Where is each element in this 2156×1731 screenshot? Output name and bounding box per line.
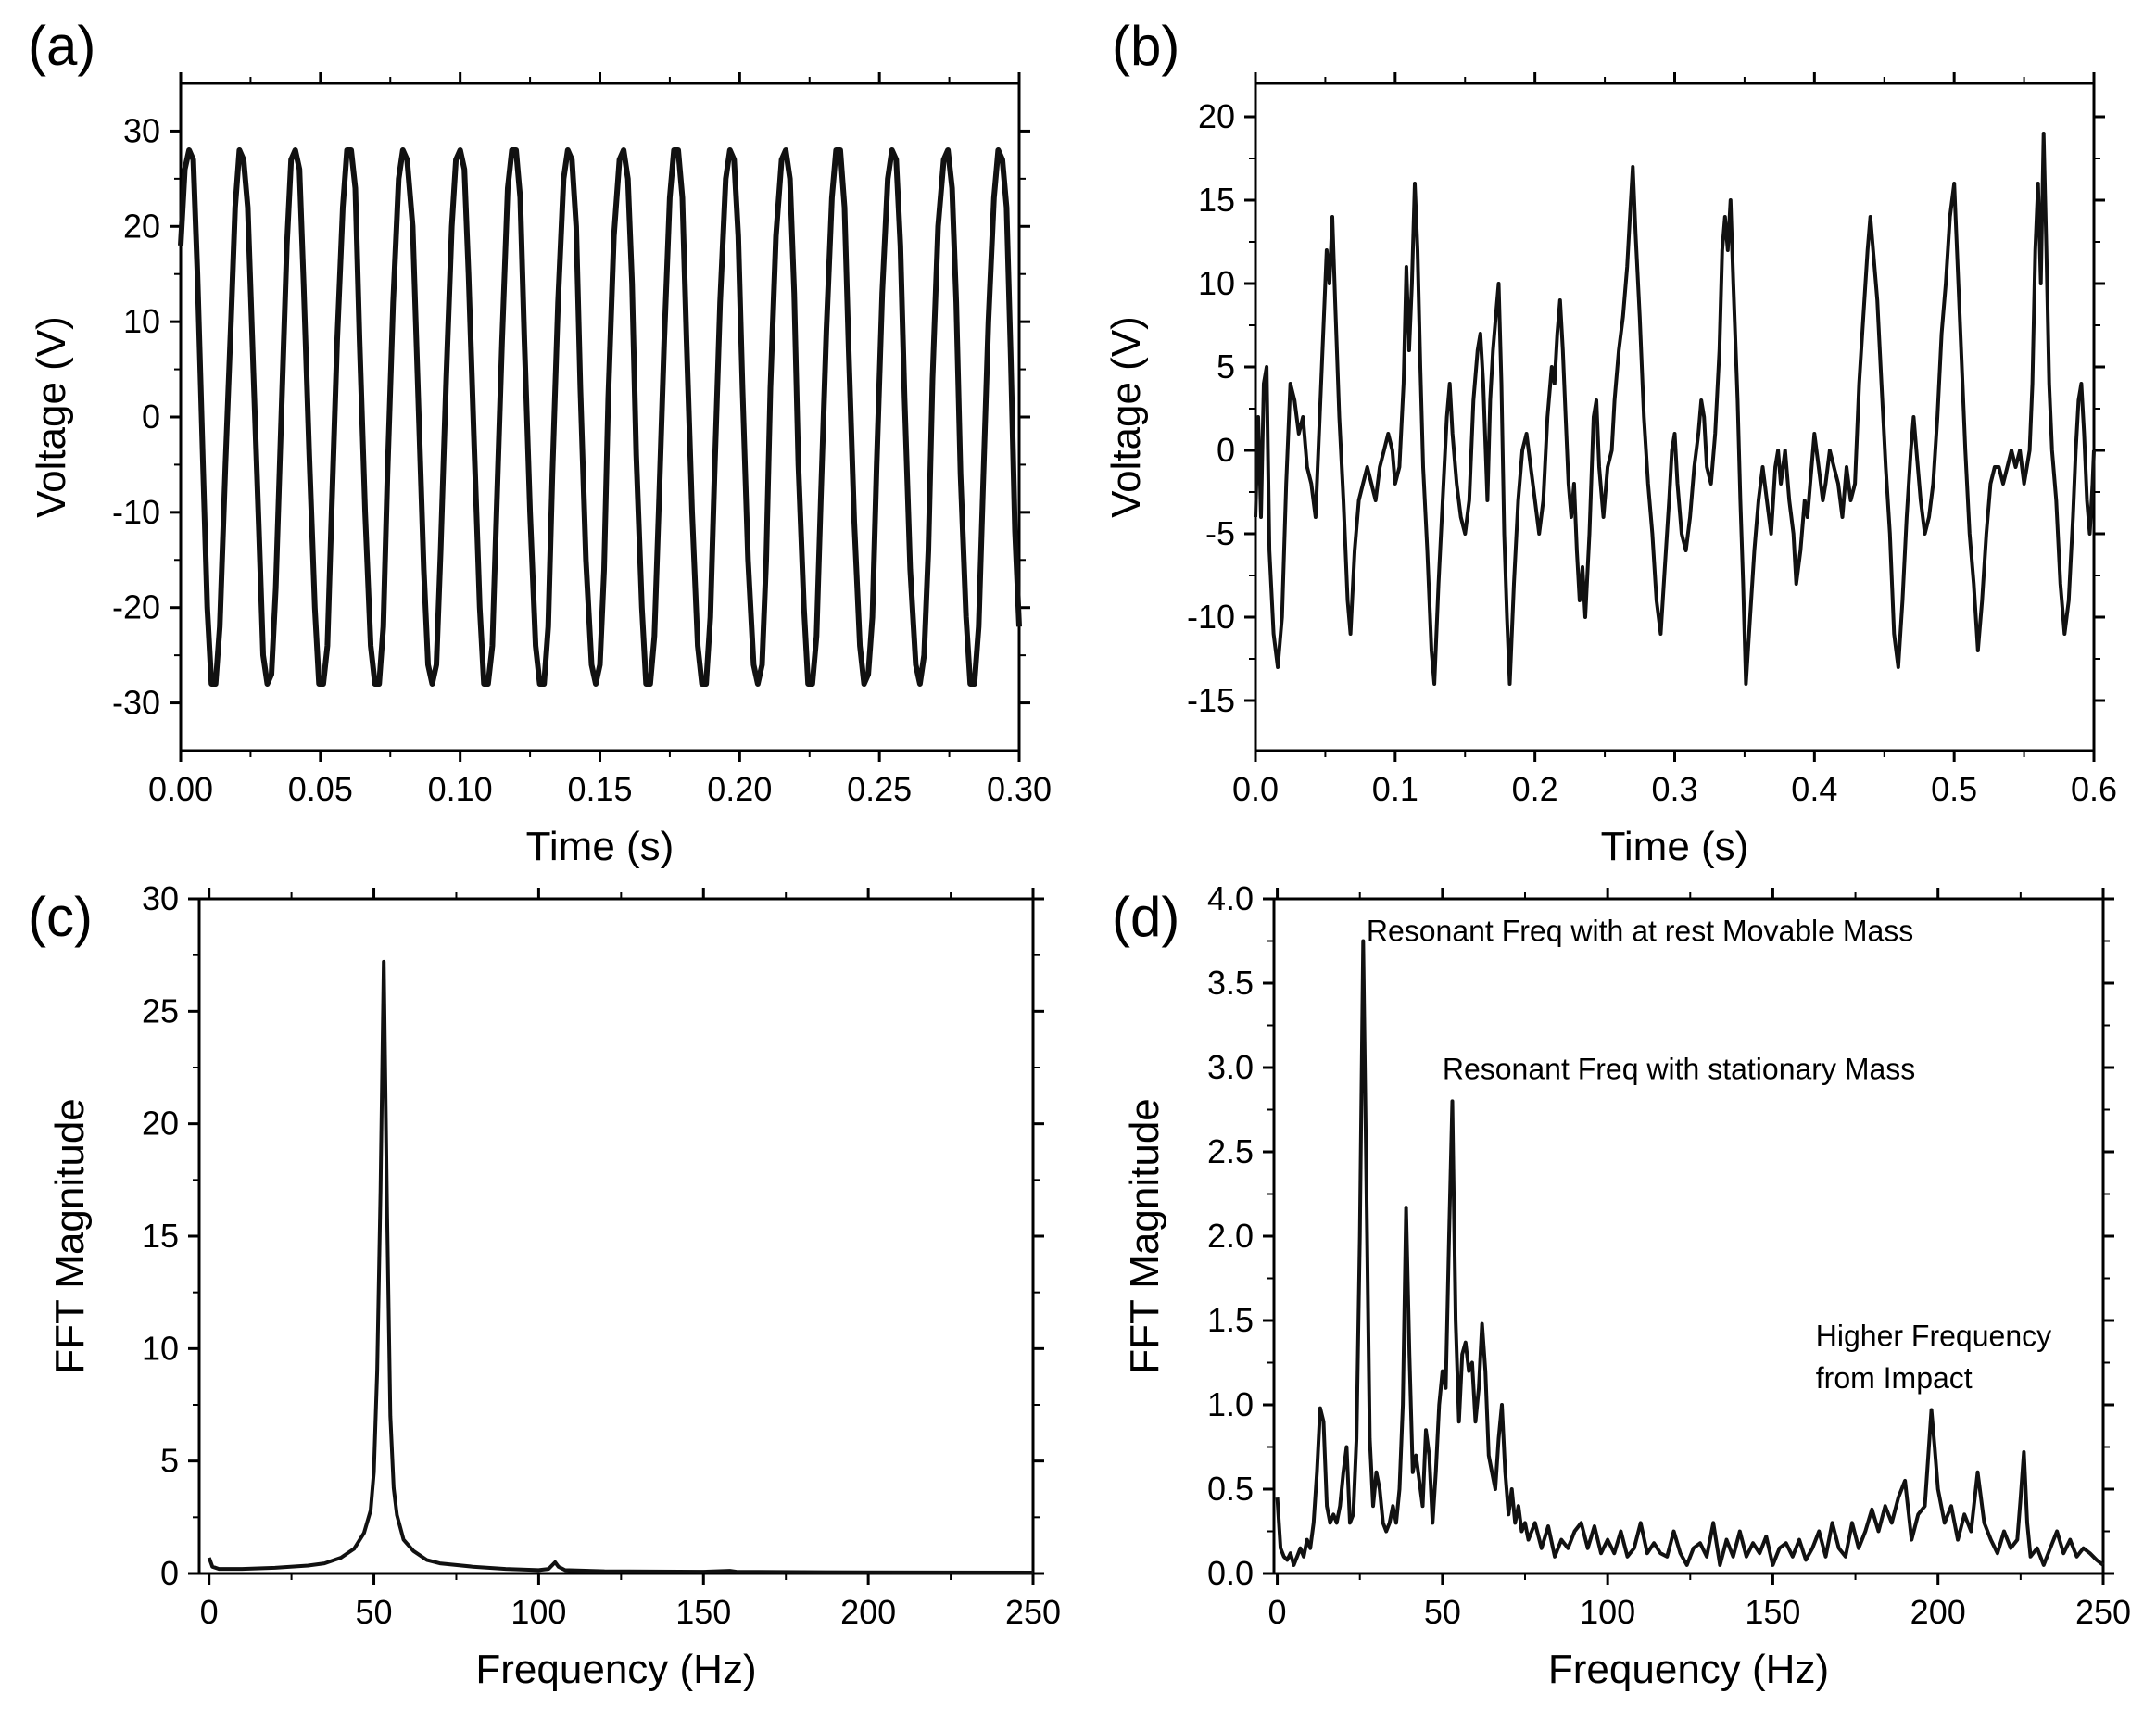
y-tick-label: 0 — [160, 1554, 179, 1592]
y-tick-label: 0 — [1217, 431, 1235, 469]
y-tick-label: 20 — [142, 1105, 179, 1143]
series-line — [1275, 939, 2105, 1567]
x-tick-label: 50 — [356, 1593, 393, 1631]
x-tick-label: 0.1 — [1372, 770, 1418, 808]
y-tick-label: -10 — [1187, 598, 1235, 636]
y-tick-label: 2.5 — [1207, 1132, 1254, 1170]
x-tick-label: 250 — [2075, 1593, 2131, 1631]
y-tick-label: 0.0 — [1207, 1554, 1254, 1592]
x-tick-label: 150 — [675, 1593, 731, 1631]
x-tick-label: 0.10 — [428, 770, 493, 808]
x-tick-label: 150 — [1745, 1593, 1800, 1631]
x-tick-label: 0.0 — [1232, 770, 1279, 808]
x-axis-title: Time (s) — [1601, 824, 1749, 869]
y-tick-label: 3.5 — [1207, 964, 1254, 1002]
x-tick-label: 0.4 — [1791, 770, 1837, 808]
panel-d: 0 50 100 150 200 250 0.0 0.5 1.0 1.5 2.0 2.5 3.0 3.5 4… — [1112, 879, 2131, 1692]
x-axis-title: Frequency (Hz) — [1548, 1647, 1829, 1692]
y-tick-label: -20 — [112, 588, 160, 626]
x-tick-label: 200 — [840, 1593, 896, 1631]
x-tick-label: 50 — [1424, 1593, 1461, 1631]
series-line — [1254, 132, 2096, 686]
y-tick-label: 1.5 — [1207, 1301, 1254, 1339]
y-tick-label: 2.0 — [1207, 1217, 1254, 1255]
panel-label: (a) — [28, 15, 95, 77]
y-tick-label: -15 — [1187, 681, 1235, 719]
panel-c: 0 50 100 150 200 250 0 5 10 15 20 25 30 Frequency (Hz… — [28, 879, 1061, 1692]
y-axis-title: Voltage (V) — [29, 316, 74, 518]
y-tick-label: -10 — [112, 493, 160, 531]
y-tick-label: 0 — [142, 398, 160, 436]
x-tick-label: 0.00 — [148, 770, 213, 808]
x-axis-title: Time (s) — [526, 824, 675, 869]
y-tick-label: 20 — [123, 207, 160, 245]
x-tick-label: 200 — [1910, 1593, 1966, 1631]
annotation: Resonant Freq with at rest Movable Mass — [1367, 915, 1913, 948]
x-tick-label: 100 — [1580, 1593, 1635, 1631]
y-tick-label: 3.0 — [1207, 1048, 1254, 1086]
series-line — [178, 147, 1022, 687]
y-tick-label: 20 — [1198, 97, 1235, 135]
y-tick-label: 5 — [160, 1442, 179, 1480]
x-tick-label: 0.3 — [1651, 770, 1697, 808]
x-tick-label: 0.15 — [567, 770, 632, 808]
x-tick-label: 0 — [1268, 1593, 1287, 1631]
x-tick-label: 0.20 — [707, 770, 772, 808]
y-axis-title: Voltage (V) — [1103, 316, 1149, 518]
y-tick-label: -30 — [112, 684, 160, 722]
y-tick-label: 0.5 — [1207, 1470, 1254, 1508]
x-tick-label: 0 — [200, 1593, 219, 1631]
y-tick-label: 25 — [142, 992, 179, 1030]
x-tick-label: 100 — [511, 1593, 566, 1631]
annotation: Higher Frequency — [1816, 1319, 2051, 1352]
annotation: Resonant Freq with stationary Mass — [1443, 1053, 1915, 1086]
annotation: from Impact — [1816, 1361, 1973, 1395]
y-tick-label: 15 — [142, 1217, 179, 1255]
x-tick-label: 0.05 — [288, 770, 353, 808]
y-tick-label: 10 — [1198, 264, 1235, 302]
y-axis-title: FFT Magnitude — [1122, 1098, 1167, 1374]
panel-label: (c) — [28, 886, 93, 948]
x-axis-title: Frequency (Hz) — [475, 1647, 756, 1692]
y-tick-label: 4.0 — [1207, 879, 1254, 917]
x-tick-label: 0.25 — [847, 770, 912, 808]
y-tick-label: 15 — [1198, 181, 1235, 219]
y-tick-label: 30 — [123, 111, 160, 149]
panel-a: 0.00 0.05 0.10 0.15 0.20 0.25 0.30 -30 -20 -10 0 10… — [28, 15, 1052, 869]
y-tick-label: -5 — [1205, 514, 1235, 552]
panel-label: (b) — [1112, 15, 1179, 77]
y-tick-label: 10 — [123, 302, 160, 340]
x-tick-label: 0.6 — [2071, 770, 2117, 808]
y-tick-label: 5 — [1217, 347, 1235, 385]
x-tick-label: 0.2 — [1512, 770, 1558, 808]
y-tick-label: 10 — [142, 1329, 179, 1367]
x-tick-label: 0.5 — [1931, 770, 1977, 808]
panel-b: 0.0 0.1 0.2 0.3 0.4 0.5 0.6 -15 -10 -5 0 5 10 15 20 Tim… — [1103, 15, 2117, 869]
x-tick-label: 0.30 — [987, 770, 1052, 808]
y-axis-title: FFT Magnitude — [47, 1098, 93, 1374]
series-line — [207, 959, 1034, 1574]
x-tick-label: 250 — [1005, 1593, 1061, 1631]
y-tick-label: 1.0 — [1207, 1385, 1254, 1423]
y-tick-label: 30 — [142, 879, 179, 917]
panel-label: (d) — [1112, 886, 1179, 948]
